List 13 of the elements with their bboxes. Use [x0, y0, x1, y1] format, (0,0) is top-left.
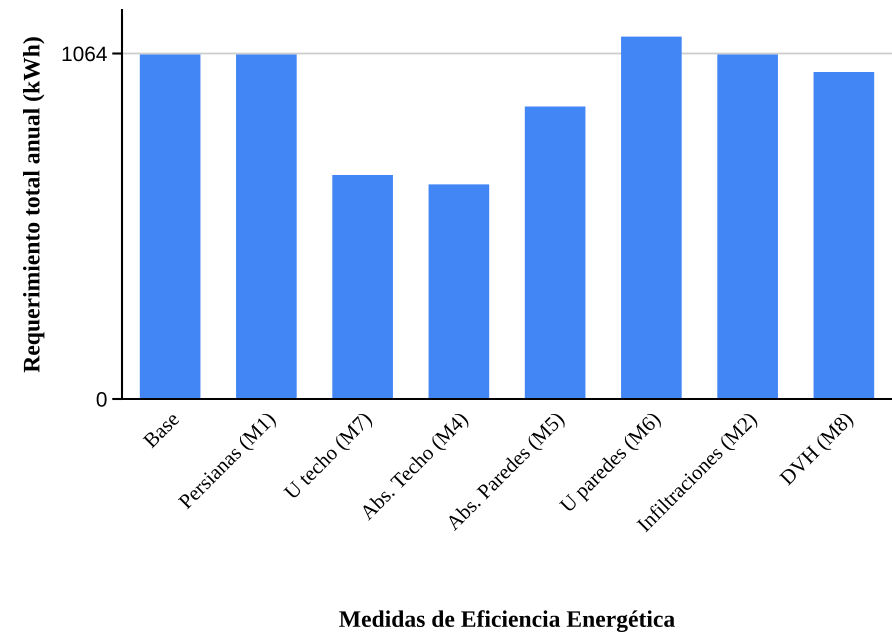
x-axis-title: Medidas de Eficiencia Energética [339, 610, 675, 632]
bar [428, 184, 490, 399]
bar [524, 106, 586, 399]
bar [140, 54, 200, 399]
bar [332, 174, 393, 399]
bar [621, 36, 682, 399]
bar [717, 54, 778, 399]
bar [236, 54, 297, 399]
y-tick-label: 1064 [62, 46, 107, 62]
bar [814, 72, 874, 399]
y-axis-title: Requerimiento total anual (kWh) [22, 37, 44, 372]
x-tick-label: Base [142, 411, 180, 449]
y-tick-label: 0 [96, 392, 107, 407]
